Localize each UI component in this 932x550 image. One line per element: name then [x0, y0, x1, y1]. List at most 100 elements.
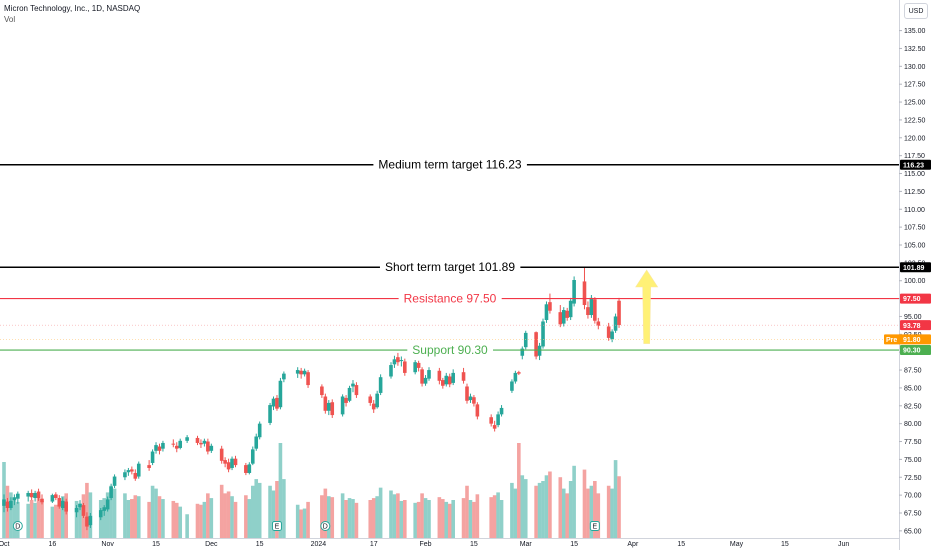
- y-tick-label: 125.00: [904, 100, 926, 107]
- volume-bar: [102, 498, 107, 538]
- candle-body: [572, 280, 576, 304]
- candle-body: [5, 501, 10, 508]
- volume-bar: [461, 498, 466, 538]
- candle-body: [154, 445, 158, 451]
- candle-body: [451, 372, 455, 383]
- resistance-label-bg: [398, 291, 502, 306]
- candle-body: [161, 442, 165, 449]
- volume-bar: [85, 482, 89, 538]
- candle-body: [330, 402, 335, 416]
- y-tick-label: 87.50: [904, 368, 922, 375]
- y-tick-label: 82.50: [904, 403, 922, 410]
- support-label-bg: [407, 343, 494, 358]
- candle-body: [244, 465, 248, 473]
- candle-body: [613, 316, 618, 331]
- volume-bar: [185, 514, 189, 538]
- symbol-title[interactable]: Micron Technology, Inc., 1D, NASDAQ: [4, 4, 141, 13]
- candle-body: [109, 486, 113, 498]
- candle-body: [254, 436, 259, 449]
- candle-body: [60, 500, 65, 508]
- y-tick-label: 132.50: [904, 46, 926, 53]
- currency-button[interactable]: USD: [904, 3, 928, 19]
- candle-body: [423, 377, 428, 384]
- volume-bar: [510, 482, 514, 538]
- candle-body: [326, 402, 331, 411]
- candle-body: [64, 501, 68, 512]
- resistance-price-badge: [900, 293, 931, 304]
- volume-bar: [174, 502, 179, 538]
- event-marker: E: [271, 521, 282, 531]
- y-tick-label: 67.50: [904, 510, 922, 517]
- candle-body: [275, 397, 279, 409]
- volume-bar: [340, 493, 345, 538]
- candle-body: [510, 381, 514, 391]
- volume-bar: [178, 506, 183, 538]
- resistance-label: Resistance 97.50: [404, 292, 497, 306]
- candle-body: [403, 361, 407, 373]
- volume-bar: [199, 504, 203, 538]
- volume-bar: [130, 499, 134, 538]
- candle-body: [233, 458, 238, 466]
- volume-bar: [413, 502, 417, 538]
- candle-body: [472, 397, 476, 404]
- candle-body: [427, 370, 431, 379]
- volume-label[interactable]: Vol: [4, 15, 16, 24]
- premarket-badge-label: Pre: [886, 337, 897, 344]
- volume-bar: [195, 503, 200, 538]
- last-price-badge-text: 93.78: [903, 323, 921, 330]
- volume-bar: [219, 484, 224, 538]
- candle-body: [12, 497, 17, 501]
- candle-body: [392, 359, 397, 365]
- candle-body: [171, 443, 176, 445]
- volume-bar: [561, 488, 566, 538]
- candle-body: [9, 500, 13, 508]
- volume-bar: [523, 479, 528, 538]
- candle-body: [468, 396, 473, 401]
- support-price-badge: [900, 345, 931, 356]
- volume-bar: [133, 495, 138, 538]
- candle-body: [36, 491, 41, 498]
- event-marker: D: [320, 521, 331, 531]
- candle-body: [50, 495, 55, 502]
- y-tick-label: 127.50: [904, 82, 926, 89]
- volume-bar: [268, 485, 272, 538]
- y-tick-label: 65.00: [904, 528, 922, 535]
- candle-body: [441, 380, 445, 386]
- volume-bar: [29, 500, 34, 538]
- candle-body: [589, 297, 594, 316]
- volume-bar: [447, 503, 452, 538]
- x-tick-label: 15: [677, 541, 685, 548]
- event-marker: E: [589, 521, 600, 531]
- resistance-price-badge-text: 97.50: [903, 296, 921, 303]
- y-tick-label: 122.50: [904, 117, 926, 124]
- candle-body: [102, 507, 107, 511]
- x-tick-label: 15: [781, 541, 789, 548]
- candle-body: [26, 492, 30, 497]
- y-tick-label: 135.00: [904, 28, 926, 35]
- candle-body: [147, 465, 151, 468]
- candle-body: [489, 417, 493, 424]
- candle-body: [157, 446, 162, 451]
- x-tick-label: Apr: [627, 541, 639, 548]
- candle-body: [517, 372, 521, 374]
- short-label: Short term target 101.89: [385, 260, 515, 274]
- candle-body: [544, 304, 549, 321]
- volume-bar: [368, 500, 373, 538]
- volume-bar: [271, 490, 276, 538]
- candle-body: [78, 503, 82, 508]
- volume-bar: [233, 501, 238, 538]
- volume-bar: [441, 499, 445, 538]
- target-up-arrow: [635, 269, 659, 344]
- x-tick-label: 16: [48, 541, 56, 548]
- candle-body: [57, 497, 62, 507]
- candle-body: [123, 472, 127, 478]
- medium-label: Medium term target 116.23: [378, 158, 522, 172]
- volume-bar: [537, 482, 542, 538]
- candle-body: [257, 423, 262, 438]
- last-price-badge: [900, 320, 931, 331]
- volume-bar: [572, 465, 576, 538]
- candle-body: [282, 373, 286, 380]
- x-tick-label: 15: [152, 541, 160, 548]
